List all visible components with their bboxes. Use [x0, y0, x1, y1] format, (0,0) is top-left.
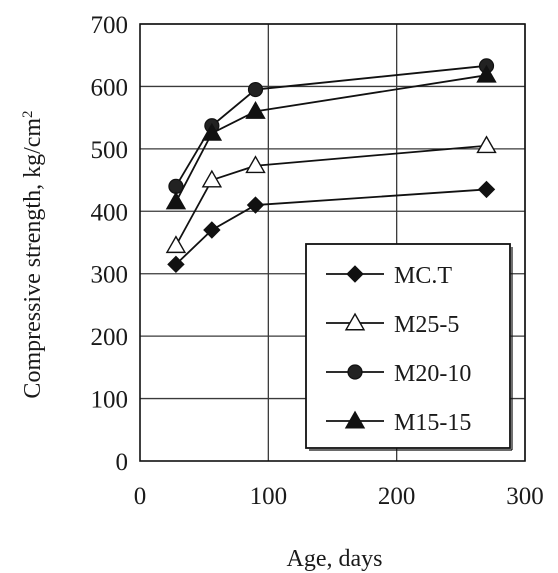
legend-label: MC.T	[394, 263, 452, 289]
data-point	[477, 180, 496, 199]
y-axis-title: Compressive strength, kg/cm2	[20, 110, 46, 398]
data-point	[203, 221, 221, 239]
y-axis-title-text: Compressive strength, kg/cm	[20, 118, 46, 399]
data-point	[201, 122, 223, 141]
y-tick-label: 700	[91, 12, 129, 39]
legend-label: M15-15	[394, 410, 471, 436]
series-m15-15	[165, 64, 497, 210]
legend-item: M20-10	[326, 361, 471, 387]
y-tick-label: 500	[91, 137, 129, 164]
x-axis-title: Age, days	[287, 546, 383, 572]
data-point	[476, 135, 497, 154]
series-mc-t	[167, 180, 496, 274]
legend-marker	[347, 364, 363, 380]
y-tick-label: 300	[91, 262, 129, 289]
legend-marker	[344, 312, 366, 331]
data-point	[476, 64, 497, 83]
legend-marker	[346, 265, 364, 283]
data-point	[246, 196, 265, 214]
tick-labels: 0 100 200 300 400 500 600 700 0 100 200 300	[91, 12, 544, 510]
y-tick-label: 100	[91, 387, 129, 414]
legend-item: MC.T	[326, 263, 452, 289]
series-line	[175, 74, 487, 203]
series-line	[175, 144, 487, 247]
data-point	[245, 100, 266, 119]
legend-label: M25-5	[394, 312, 459, 338]
series-m25-5	[165, 135, 497, 254]
y-tick-label: 400	[91, 199, 129, 226]
y-tick-label: 0	[116, 449, 129, 476]
legend: MC.T M25-5 M20-10 M15-15	[305, 243, 513, 451]
data-point	[247, 81, 264, 98]
x-tick-label: 300	[506, 483, 544, 510]
data-point	[165, 235, 187, 254]
legend-item: M25-5	[326, 312, 459, 338]
legend-label: M20-10	[394, 361, 471, 387]
y-tick-label: 200	[91, 324, 129, 351]
data-point	[245, 155, 266, 174]
data-point	[165, 191, 187, 210]
series-m20-10	[168, 58, 495, 194]
plot-frame	[139, 23, 526, 462]
y-tick-label: 600	[91, 74, 129, 101]
series-line	[175, 64, 487, 187]
x-tick-label: 200	[378, 483, 416, 510]
legend-marker	[344, 410, 366, 429]
axes	[139, 23, 526, 462]
data-point	[167, 255, 185, 274]
legend-box	[305, 243, 511, 449]
y-axis-title-superscript: 2	[20, 110, 36, 118]
x-tick-label: 100	[250, 483, 288, 510]
series-line	[175, 188, 487, 266]
data-point	[201, 169, 223, 188]
x-tick-label: 0	[134, 483, 147, 510]
legend-item: M15-15	[326, 410, 471, 436]
series-group	[165, 58, 497, 274]
